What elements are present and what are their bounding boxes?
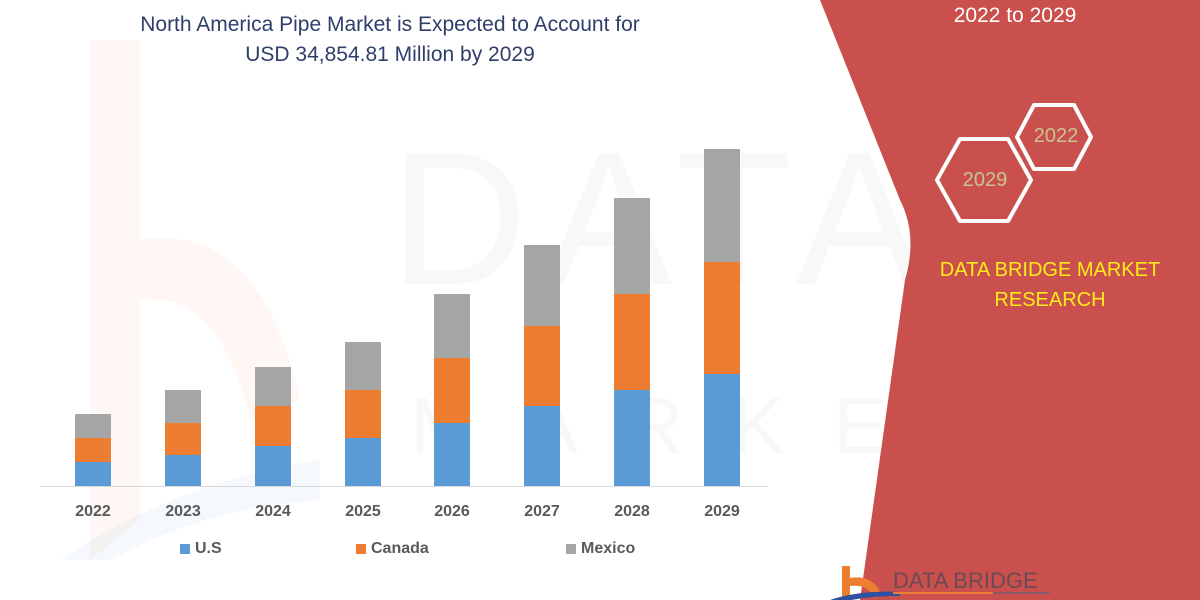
bar-2026 — [434, 294, 470, 486]
bar-2028 — [614, 198, 650, 486]
bar-segment-canada — [75, 438, 111, 462]
logo-text: DATA BRIDGE — [893, 568, 1038, 593]
stacked-bar-chart: 2022 2023 2024 2025 2026 2027 2028 2029 … — [40, 149, 768, 558]
legend-item-mexico: Mexico — [566, 540, 635, 558]
bar-segment-us — [704, 374, 740, 486]
data-bridge-logo-icon — [830, 566, 1050, 600]
bar-segment-canada — [704, 262, 740, 374]
hexagon-2022-icon — [1015, 103, 1093, 171]
hexagon-2029-icon — [935, 137, 1033, 223]
brand-line1: DATA BRIDGE MARKET — [939, 259, 1161, 281]
bar-segment-mexico — [255, 367, 291, 406]
bar-segment-canada — [345, 390, 381, 438]
bar-segment-canada — [614, 294, 650, 390]
bar-segment-mexico — [524, 245, 560, 326]
legend-item-canada: Canada — [356, 540, 429, 558]
brand-name: DATA BRIDGE MARKET RESEARCH — [925, 255, 1175, 315]
bar-2022 — [75, 414, 111, 486]
bar-segment-mexico — [434, 294, 470, 358]
bar-segment-canada — [434, 358, 470, 423]
x-tick-label: 2026 — [434, 503, 470, 520]
hexagon-2029-label: 2029 — [962, 169, 1008, 191]
bar-segment-canada — [165, 423, 201, 455]
legend-swatch-icon — [356, 544, 366, 554]
bar-segment-mexico — [75, 414, 111, 438]
bar-segment-canada — [524, 326, 560, 406]
bar-2024 — [255, 367, 291, 486]
forecast-period: 2022 to 2029 — [953, 4, 1077, 27]
brand-line2: RESEARCH — [994, 289, 1106, 311]
legend-swatch-icon — [566, 544, 576, 554]
chart-title-line2: USD 34,854.81 Million by 2029 — [245, 43, 535, 66]
legend-label: Mexico — [581, 540, 636, 557]
x-tick-label: 2025 — [345, 503, 381, 520]
legend-label: U.S — [195, 540, 222, 557]
x-tick-label: 2024 — [255, 503, 291, 520]
bar-segment-mexico — [165, 390, 201, 423]
bar-2025 — [345, 342, 381, 486]
bar-segment-us — [165, 455, 201, 486]
bar-segment-mexico — [345, 342, 381, 390]
legend-item-us: U.S — [180, 540, 222, 558]
bar-segment-us — [614, 390, 650, 486]
bar-segment-us — [345, 438, 381, 486]
x-tick-label: 2023 — [165, 503, 201, 520]
bar-segment-mexico — [614, 198, 650, 294]
bar-segment-us — [524, 406, 560, 486]
x-tick-label: 2027 — [524, 503, 560, 520]
legend-swatch-icon — [180, 544, 190, 554]
bar-segment-us — [434, 423, 470, 486]
x-tick-label: 2028 — [614, 503, 650, 520]
bar-2027 — [524, 245, 560, 486]
x-axis-line — [40, 486, 768, 487]
chart-title: North America Pipe Market is Expected to… — [90, 10, 690, 70]
chart-title-line1: North America Pipe Market is Expected to… — [140, 13, 640, 36]
legend-label: Canada — [371, 540, 429, 557]
x-tick-label: 2022 — [75, 503, 111, 520]
bar-segment-canada — [255, 406, 291, 446]
bar-segment-mexico — [704, 149, 740, 262]
bar-2029 — [704, 149, 740, 486]
x-tick-label: 2029 — [704, 503, 740, 520]
bar-segment-us — [75, 462, 111, 486]
bar-2023 — [165, 390, 201, 486]
bar-segment-us — [255, 446, 291, 486]
hexagon-2022-label: 2022 — [1033, 125, 1079, 147]
